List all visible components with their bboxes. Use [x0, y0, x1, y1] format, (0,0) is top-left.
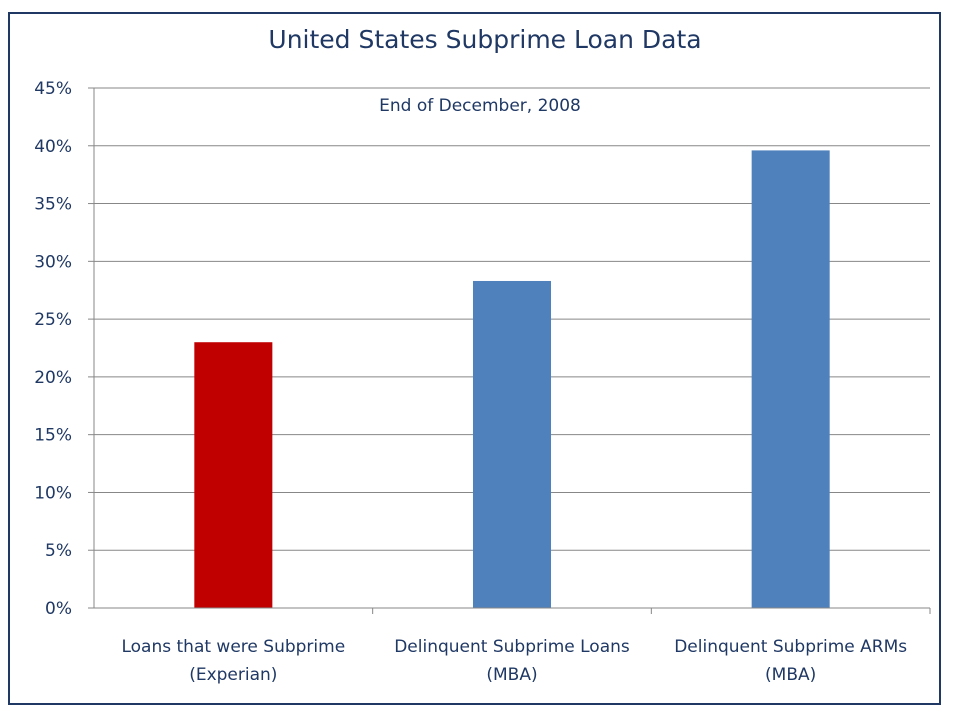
axes — [88, 87, 931, 614]
bar — [194, 342, 273, 608]
bars — [194, 150, 830, 608]
x-category-labels: Loans that were Subprime (Experian) Delinq… — [121, 637, 907, 685]
y-tick-label: 25% — [34, 310, 72, 330]
chart-title: United States Subprime Loan Data — [268, 25, 701, 54]
x-category-label: (MBA) — [765, 665, 816, 685]
x-category-label: Delinquent Subprime ARMs — [674, 637, 907, 657]
x-category-label: Loans that were Subprime — [121, 637, 345, 657]
y-tick-label: 20% — [34, 368, 72, 388]
y-tick-label: 30% — [34, 252, 72, 272]
y-tick-label: 35% — [34, 195, 72, 215]
x-category-label: Delinquent Subprime Loans — [394, 637, 630, 657]
y-tick-labels: 0% 5% 10% 15% 20% 25% 30% 35% 40% 45% — [34, 79, 72, 619]
x-category-label: (MBA) — [486, 665, 537, 685]
y-tick-label: 15% — [34, 426, 72, 446]
y-tick-label: 10% — [34, 483, 72, 503]
y-tick-label: 40% — [34, 137, 72, 157]
y-tick-label: 0% — [45, 599, 72, 619]
x-category-label: (Experian) — [189, 665, 277, 685]
bar — [472, 280, 552, 608]
chart-annotation: End of December, 2008 — [379, 96, 581, 116]
y-tick-label: 5% — [45, 541, 72, 561]
bar — [751, 150, 830, 608]
y-tick-label: 45% — [34, 79, 72, 99]
